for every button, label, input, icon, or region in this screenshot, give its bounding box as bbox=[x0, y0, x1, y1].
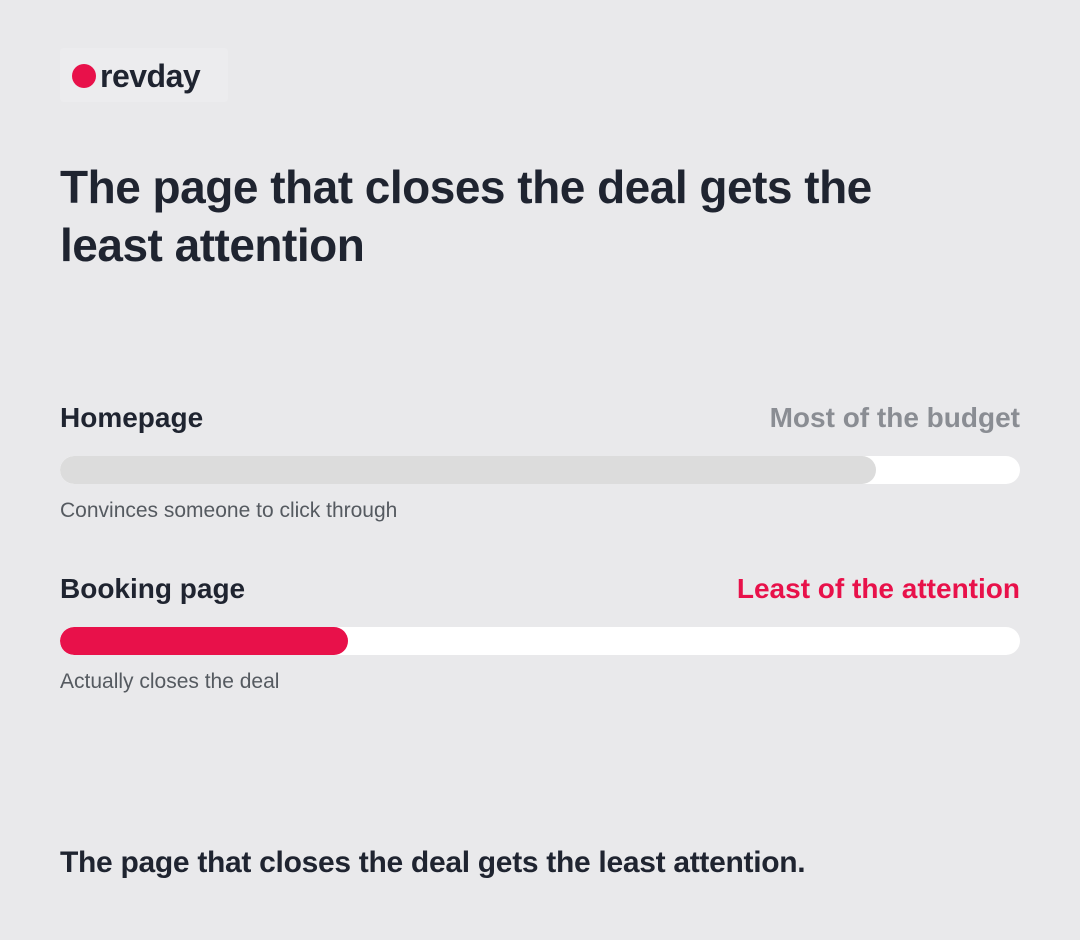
logo: revday bbox=[60, 48, 228, 102]
row-note: Convinces someone to click through bbox=[60, 499, 398, 522]
headline: The page that closes the deal gets the l… bbox=[60, 161, 872, 271]
bar bbox=[60, 456, 876, 484]
bar-track bbox=[60, 456, 1020, 484]
row-tag: Most of the budget bbox=[769, 402, 1020, 433]
bar bbox=[60, 627, 348, 655]
logo-text: revday bbox=[100, 58, 201, 94]
row-note: Actually closes the deal bbox=[60, 670, 280, 693]
footer: The page that closes the deal gets the l… bbox=[60, 846, 806, 879]
bar-track bbox=[60, 627, 1020, 655]
row-tag: Least of the attention bbox=[736, 573, 1020, 604]
row-label: Booking page bbox=[60, 573, 246, 604]
row-label: Homepage bbox=[60, 402, 204, 433]
logo-dot bbox=[72, 64, 96, 88]
